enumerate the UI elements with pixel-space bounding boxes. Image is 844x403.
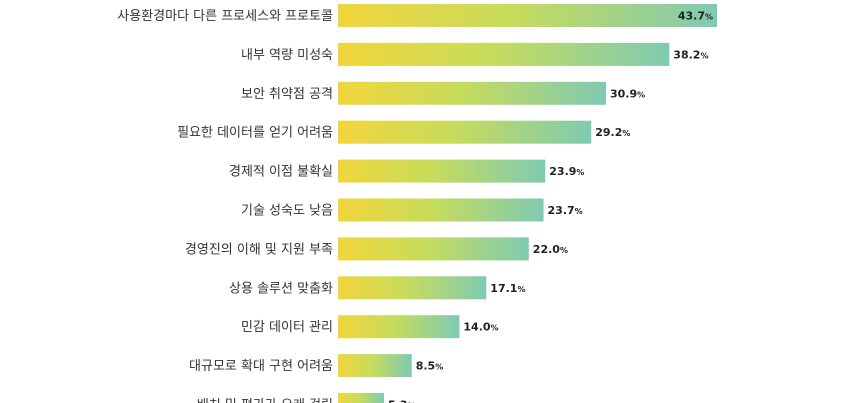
category-label: 경영진의 이해 및 지원 부족 (185, 242, 333, 257)
bar (338, 315, 460, 339)
bar (338, 120, 592, 144)
value-label: 23.7% (548, 204, 583, 217)
bar (338, 198, 544, 222)
value-label: 17.1% (490, 282, 525, 295)
category-label: 사용환경마다 다른 프로세스와 프로토콜 (117, 9, 333, 24)
category-label: 필요한 데이터를 얻기 어려움 (177, 126, 333, 141)
category-label: 상용 솔루션 맞춤화 (229, 281, 333, 296)
bar (338, 393, 384, 403)
category-label: 배치 및 평가가 오래 걸림 (197, 398, 333, 403)
value-labels: 43.7% 38.2% 30.9% 29.2% 23.9% 23.7% 22.0% 17.1%… (388, 10, 713, 403)
value-label: 38.2% (673, 48, 708, 61)
category-label: 내부 역량 미성숙 (241, 48, 333, 63)
bar (338, 159, 546, 183)
bars (338, 4, 717, 403)
category-label: 민감 데이터 관리 (241, 320, 333, 335)
value-label: 30.9% (610, 87, 645, 100)
value-label: 22.0% (533, 243, 568, 256)
category-label: 경제적 이점 불확실 (229, 165, 333, 180)
bar (338, 42, 670, 66)
bar (338, 237, 529, 261)
value-label: 43.7% (678, 10, 713, 23)
bar (338, 4, 717, 27)
bar (338, 354, 412, 378)
category-label: 기술 성숙도 낮음 (241, 204, 333, 219)
value-label: 14.0% (463, 321, 498, 334)
value-label: 29.2% (595, 126, 630, 139)
bar (338, 81, 606, 105)
bar (338, 276, 487, 300)
value-label: 5.3% (388, 399, 416, 403)
category-label: 대규모로 확대 구현 어려움 (189, 359, 333, 374)
value-label: 23.9% (549, 165, 584, 178)
category-label: 보안 취약점 공격 (241, 87, 333, 102)
value-label: 8.5% (416, 360, 444, 373)
